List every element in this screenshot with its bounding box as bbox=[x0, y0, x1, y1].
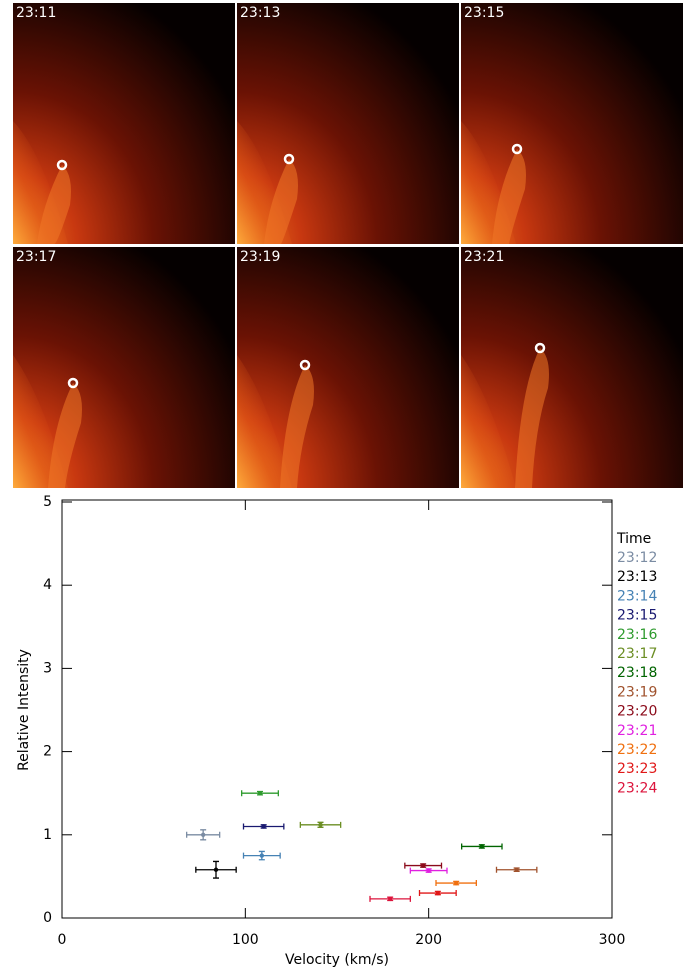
y-tick-label: 4 bbox=[43, 577, 52, 593]
data-point bbox=[404, 862, 443, 869]
panel-label: 23:19 bbox=[240, 249, 280, 265]
legend-entry: 23:24 bbox=[617, 780, 657, 796]
y-tick-label: 3 bbox=[43, 660, 52, 676]
legend-entry: 23:17 bbox=[617, 646, 657, 662]
panel-label: 23:21 bbox=[464, 249, 504, 265]
point-marker bbox=[213, 867, 219, 872]
plot-frame bbox=[61, 499, 613, 919]
x-tick-label: 100 bbox=[232, 932, 259, 948]
prominence bbox=[280, 365, 314, 488]
point-marker bbox=[420, 863, 426, 868]
y-axis-label: Relative Intensity bbox=[16, 649, 32, 771]
data-point bbox=[435, 880, 477, 887]
legend-title: Time bbox=[616, 531, 651, 547]
tracked-point bbox=[511, 143, 523, 155]
point-marker bbox=[318, 822, 323, 828]
y-tick-label: 1 bbox=[43, 827, 52, 843]
image-panel: 23:15 bbox=[461, 3, 683, 244]
image-panel: 23:21 bbox=[461, 247, 683, 488]
data-point bbox=[241, 790, 279, 797]
image-panel: 23:11 bbox=[13, 3, 235, 245]
legend-entry: 23:16 bbox=[617, 627, 657, 643]
point-marker bbox=[200, 832, 206, 837]
point-marker bbox=[259, 853, 265, 858]
tracked-point bbox=[56, 159, 68, 171]
legend-entry: 23:18 bbox=[617, 665, 657, 681]
data-point bbox=[195, 860, 237, 879]
point-marker bbox=[514, 867, 519, 872]
panel-label: 23:15 bbox=[464, 5, 504, 21]
x-tick-label: 300 bbox=[599, 932, 626, 948]
prominence bbox=[37, 165, 71, 245]
x-axis-label: Velocity (km/s) bbox=[285, 952, 389, 968]
legend-entry: 23:15 bbox=[617, 608, 657, 624]
solar-limb bbox=[461, 355, 516, 488]
panel-label: 23:13 bbox=[240, 5, 280, 21]
y-tick-label: 2 bbox=[43, 744, 52, 760]
point-marker bbox=[426, 868, 431, 873]
panel-label: 23:11 bbox=[16, 5, 56, 21]
y-tick-label: 5 bbox=[43, 494, 52, 510]
panel-label: 23:17 bbox=[16, 249, 56, 265]
data-point bbox=[186, 829, 221, 841]
point-marker bbox=[479, 844, 485, 849]
legend-entry: 23:12 bbox=[617, 550, 657, 566]
data-point bbox=[418, 890, 457, 897]
data-point bbox=[369, 895, 411, 902]
prominence bbox=[515, 348, 549, 488]
legend-entry: 23:20 bbox=[617, 704, 657, 720]
tracked-point bbox=[299, 359, 311, 371]
point-marker bbox=[387, 896, 393, 902]
point-marker bbox=[257, 791, 263, 796]
point-marker bbox=[435, 890, 441, 896]
data-point bbox=[409, 867, 448, 874]
image-panel: 23:19 bbox=[237, 247, 459, 488]
data-point bbox=[461, 843, 503, 850]
tracked-point bbox=[283, 153, 295, 165]
data-point bbox=[495, 866, 538, 873]
legend-entry: 23:22 bbox=[617, 742, 657, 758]
image-panel: 23:13 bbox=[237, 3, 459, 244]
data-point bbox=[299, 821, 342, 828]
prominence bbox=[492, 149, 526, 244]
solar-limb bbox=[237, 355, 292, 488]
x-tick-label: 0 bbox=[58, 932, 67, 948]
legend-entry: 23:19 bbox=[617, 684, 657, 700]
data-point bbox=[242, 850, 281, 861]
legend-entry: 23:23 bbox=[617, 761, 657, 777]
point-marker bbox=[261, 824, 266, 829]
data-point bbox=[242, 823, 285, 830]
prominence bbox=[264, 159, 298, 244]
y-tick-label: 0 bbox=[43, 910, 52, 926]
tracked-point bbox=[67, 377, 79, 389]
x-tick-label: 200 bbox=[415, 932, 442, 948]
legend-entry: 23:13 bbox=[617, 569, 657, 585]
tracked-point bbox=[534, 342, 546, 354]
point-marker bbox=[453, 880, 459, 886]
legend-entry: 23:14 bbox=[617, 588, 657, 604]
legend-entry: 23:21 bbox=[617, 723, 657, 739]
prominence bbox=[48, 383, 82, 488]
image-panel: 23:17 bbox=[13, 247, 235, 488]
